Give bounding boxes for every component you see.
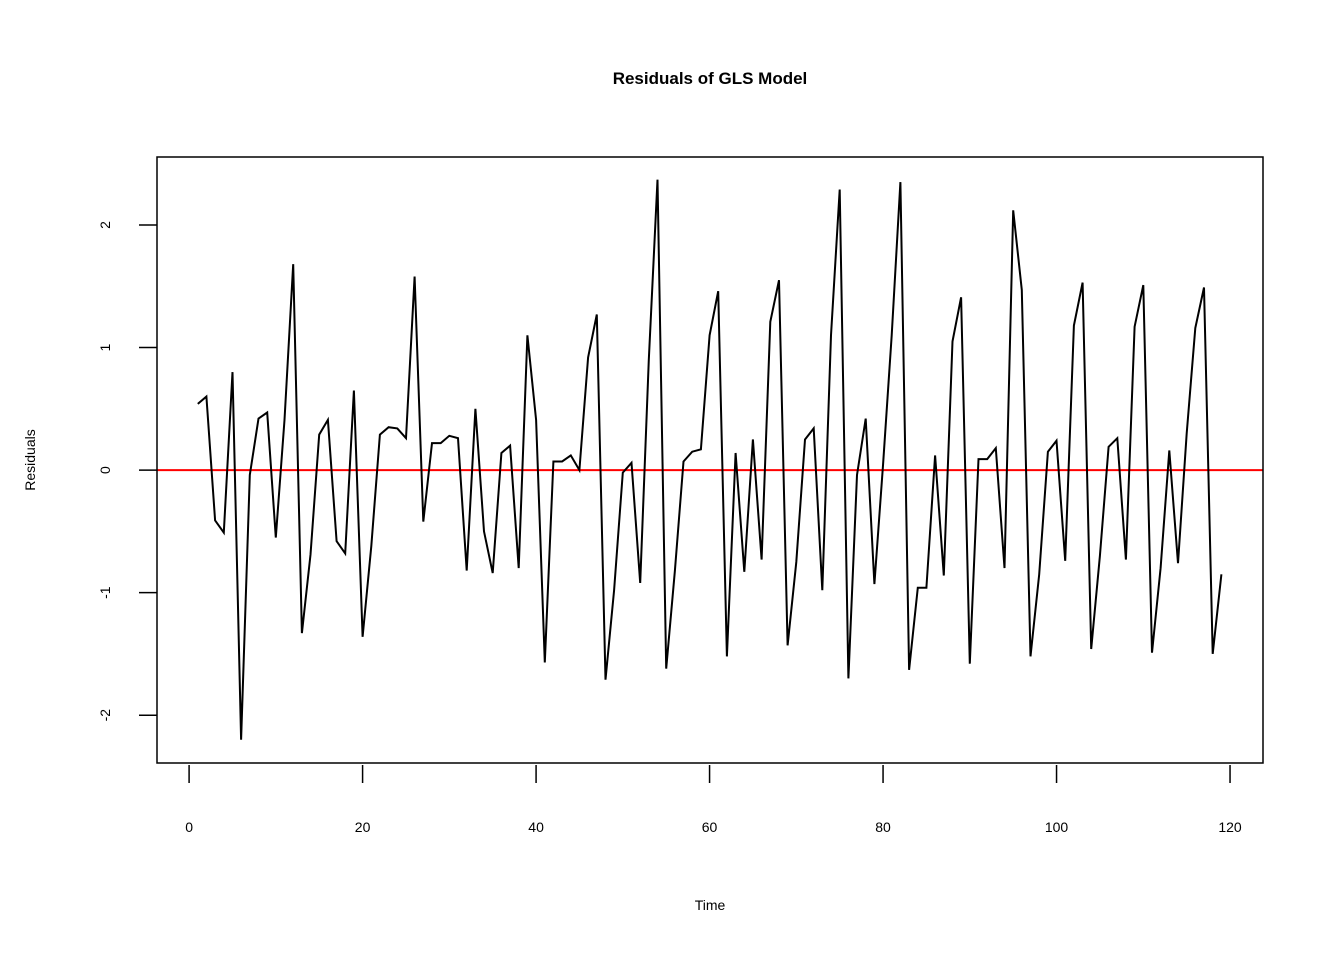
chart-title: Residuals of GLS Model <box>613 69 808 88</box>
y-tick-label: 1 <box>97 343 113 351</box>
y-axis: -2 -1 0 1 2 <box>97 221 157 722</box>
data-points <box>198 180 1222 740</box>
y-tick-label: 2 <box>97 221 113 229</box>
x-tick-label: 20 <box>355 819 371 835</box>
y-tick-label: -2 <box>97 709 113 722</box>
y-tick-label: -1 <box>97 586 113 599</box>
x-axis: 0 20 40 60 80 100 120 <box>185 765 1242 835</box>
x-tick-label: 80 <box>875 819 891 835</box>
y-tick-label: 0 <box>97 466 113 474</box>
x-axis-label: Time <box>695 897 726 913</box>
x-tick-label: 120 <box>1218 819 1242 835</box>
plot-frame <box>157 157 1263 763</box>
x-tick-label: 40 <box>528 819 544 835</box>
x-tick-label: 60 <box>702 819 718 835</box>
y-axis-label: Residuals <box>22 429 38 490</box>
residual-series-line <box>198 180 1222 740</box>
x-tick-label: 100 <box>1045 819 1069 835</box>
x-tick-label: 0 <box>185 819 193 835</box>
